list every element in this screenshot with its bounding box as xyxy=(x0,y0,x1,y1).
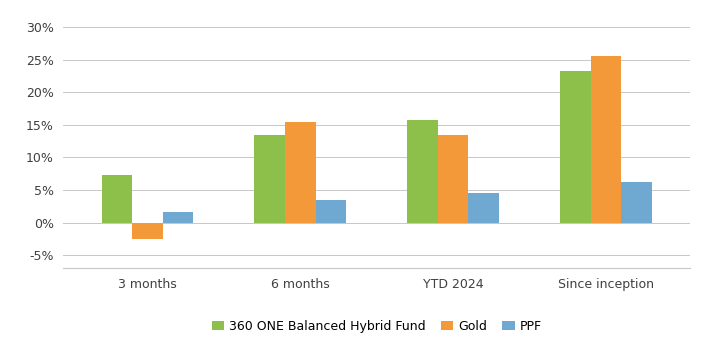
Bar xyxy=(254,135,285,223)
Bar xyxy=(621,182,652,223)
Bar xyxy=(560,71,591,223)
Bar xyxy=(101,175,132,223)
Bar xyxy=(315,200,346,223)
Bar xyxy=(468,193,499,223)
Bar xyxy=(132,223,163,239)
Bar xyxy=(591,56,621,223)
Bar xyxy=(285,121,315,223)
Bar xyxy=(438,135,468,223)
Legend: 360 ONE Balanced Hybrid Fund, Gold, PPF: 360 ONE Balanced Hybrid Fund, Gold, PPF xyxy=(212,320,541,333)
Bar xyxy=(163,212,194,223)
Bar xyxy=(407,120,438,223)
